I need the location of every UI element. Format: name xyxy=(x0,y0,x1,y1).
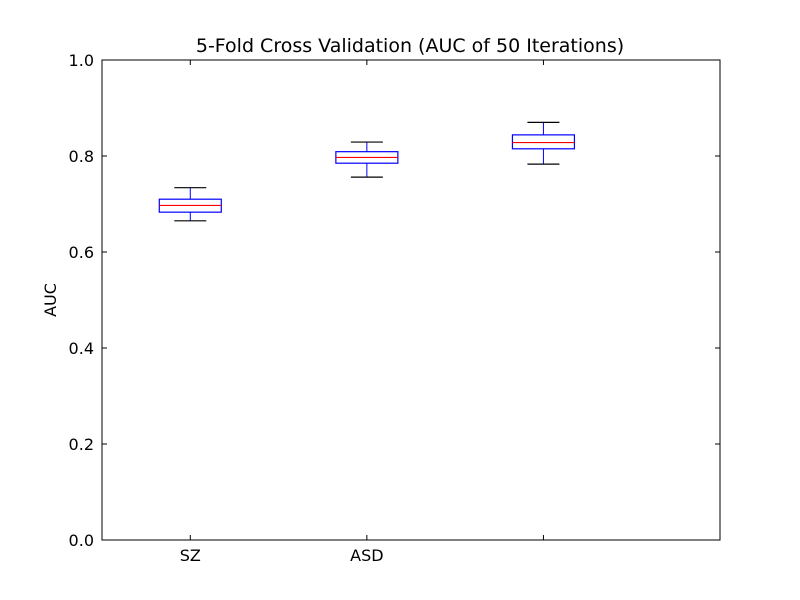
box-sz xyxy=(158,187,222,222)
x-tick-label: SZ xyxy=(180,546,201,565)
y-axis-ticks: 0.0 0.2 0.4 0.6 0.8 1.0 xyxy=(69,51,720,550)
chart-title: 5-Fold Cross Validation (AUC of 50 Itera… xyxy=(196,35,624,57)
y-tick-label: 0.0 xyxy=(69,531,94,550)
plot-frame xyxy=(101,59,721,541)
iqr-box xyxy=(511,134,576,150)
x-axis-ticks: SZ ASD xyxy=(180,60,544,565)
y-tick-label: 0.6 xyxy=(69,243,94,262)
y-tick-label: 0.2 xyxy=(69,435,94,454)
y-tick-label: 0.4 xyxy=(69,339,94,358)
y-tick-label: 1.0 xyxy=(69,51,94,70)
x-tick-label: ASD xyxy=(350,546,383,565)
y-axis-label: AUC xyxy=(41,283,60,317)
box-asd xyxy=(335,141,399,178)
box-series xyxy=(158,121,576,222)
y-tick-label: 0.8 xyxy=(69,147,94,166)
box-series-3 xyxy=(511,121,576,165)
